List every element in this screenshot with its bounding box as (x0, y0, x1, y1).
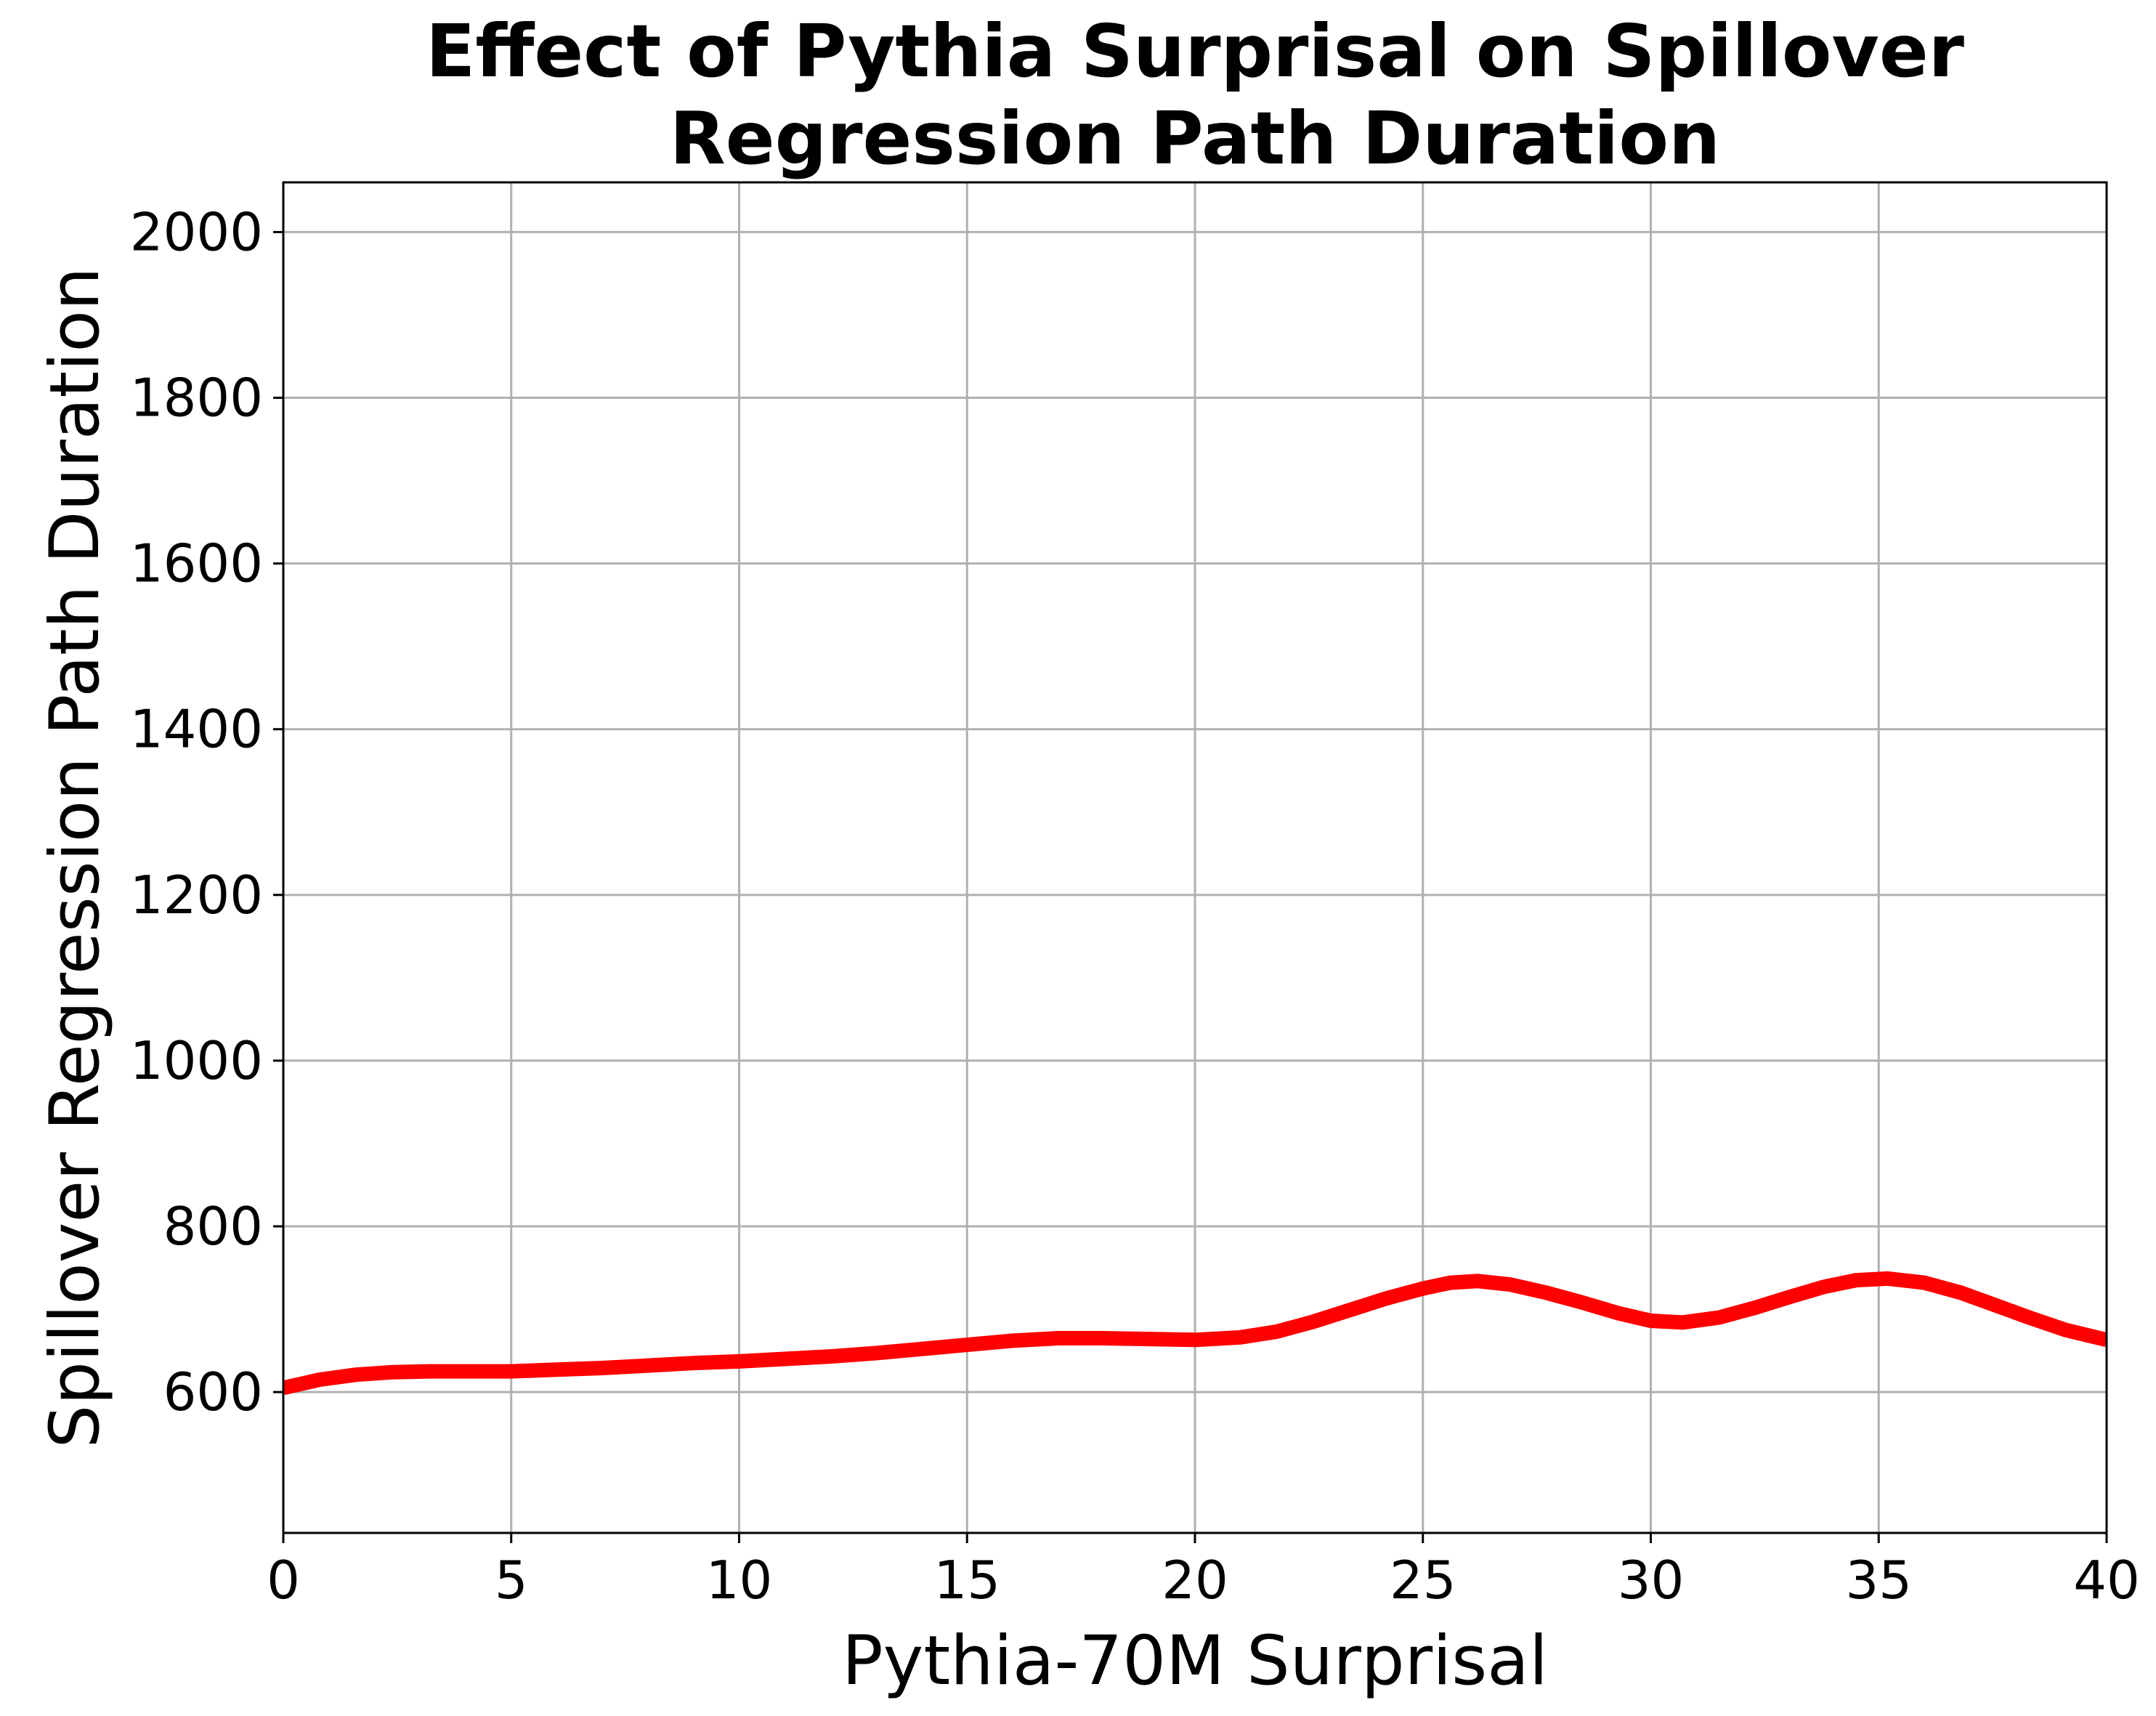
x-tick-label: 15 (933, 1550, 1000, 1611)
x-axis-label: Pythia-70M Surprisal (842, 1622, 1548, 1701)
series-line (283, 1271, 2107, 1396)
chart-title: Effect of Pythia Surprisal on Spillover … (426, 9, 1965, 181)
y-tick-label: 1400 (130, 699, 263, 760)
y-tick-label: 2000 (130, 201, 263, 262)
x-tick-label: 5 (495, 1550, 528, 1611)
x-tick-label: 10 (706, 1550, 773, 1611)
y-axis-label: Spillover Regression Path Duration (36, 267, 115, 1449)
data-series (283, 1271, 2107, 1396)
y-tick-label: 1600 (130, 533, 263, 594)
y-tick-label: 800 (163, 1196, 263, 1257)
y-tick-label: 1200 (130, 865, 263, 926)
y-tick-label: 1800 (130, 368, 263, 429)
x-axis-ticks: 0 5 10 15 20 25 30 35 40 (267, 1533, 2140, 1611)
x-tick-label: 0 (267, 1550, 300, 1611)
y-axis-ticks: 600 800 1000 1200 1400 1600 1800 2000 (130, 201, 283, 1422)
x-tick-label: 40 (2073, 1550, 2140, 1611)
chart-title-line-1: Effect of Pythia Surprisal on Spillover (426, 9, 1965, 94)
y-tick-label: 600 (163, 1361, 263, 1422)
x-tick-label: 30 (1618, 1550, 1685, 1611)
x-tick-label: 25 (1390, 1550, 1456, 1611)
grid-lines (282, 182, 2108, 1533)
y-tick-label: 1000 (130, 1030, 263, 1091)
chart-title-line-2: Regression Path Duration (670, 96, 1720, 181)
x-tick-label: 35 (1845, 1550, 1912, 1611)
x-tick-label: 20 (1162, 1550, 1228, 1611)
